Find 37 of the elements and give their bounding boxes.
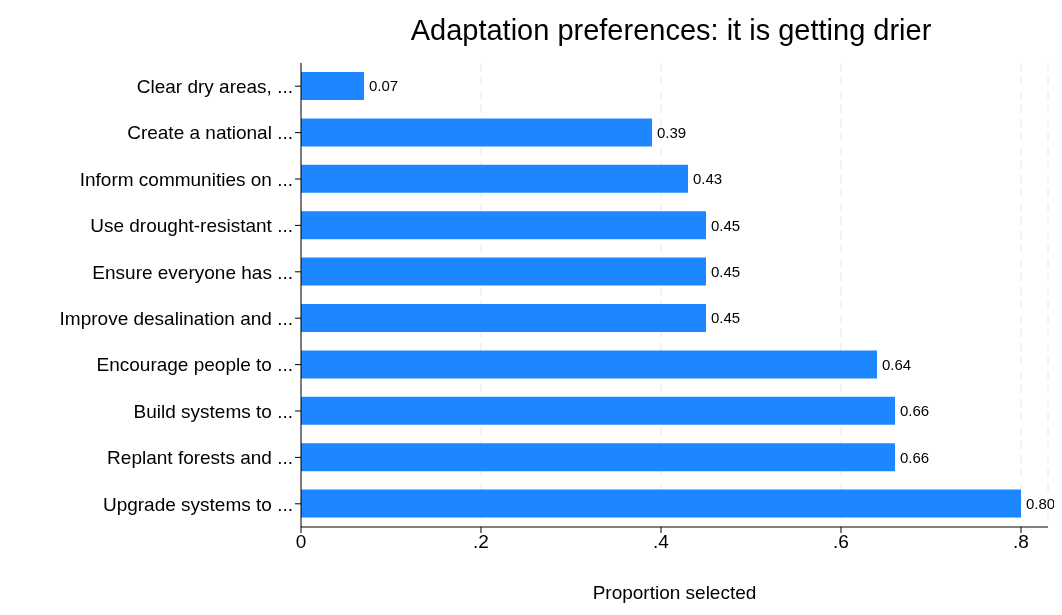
- chart-title: Adaptation preferences: it is getting drier: [409, 14, 933, 47]
- bar: [301, 164, 688, 193]
- data-label: 0.64: [882, 355, 912, 373]
- bar: [301, 72, 364, 100]
- y-tick-label: Improve desalination and ...: [59, 307, 293, 329]
- data-label: 0.07: [369, 77, 399, 95]
- bar: [301, 257, 706, 286]
- bar: [301, 396, 895, 425]
- bar: [301, 489, 1021, 518]
- data-label: 0.66: [900, 448, 930, 466]
- data-label: 0.43: [693, 170, 723, 188]
- x-tick-label: .4: [653, 531, 670, 553]
- y-tick-label: Create a national ...: [127, 122, 293, 144]
- y-tick-label: Replant forests and ...: [107, 447, 293, 469]
- data-label: 0.45: [711, 309, 741, 327]
- data-label: 0.66: [900, 402, 930, 420]
- bar: [301, 443, 895, 472]
- data-label: 0.45: [711, 216, 741, 234]
- bar: [301, 350, 877, 379]
- bar: [301, 118, 652, 147]
- x-tick-label: 0: [295, 531, 307, 553]
- y-tick-label: Encourage people to ...: [96, 354, 293, 376]
- data-label: 0.45: [711, 262, 741, 280]
- x-tick-label: .8: [1013, 531, 1029, 553]
- bar: [301, 211, 706, 240]
- data-label: 0.39: [657, 123, 687, 141]
- y-tick-label: Use drought-resistant ...: [90, 215, 293, 237]
- y-tick-label: Clear dry areas, ...: [136, 75, 293, 97]
- bar: [301, 304, 706, 332]
- data-label: 0.80: [1026, 494, 1056, 512]
- x-tick-label: .6: [833, 531, 849, 553]
- y-tick-label: Inform communities on ...: [79, 168, 293, 190]
- x-tick-label: .2: [473, 531, 489, 553]
- x-axis-title: Proportion selected: [592, 582, 757, 603]
- y-tick-label: Upgrade systems to ...: [102, 493, 293, 515]
- y-tick-label: Build systems to ...: [133, 400, 293, 422]
- y-tick-label: Ensure everyone has ...: [92, 261, 293, 283]
